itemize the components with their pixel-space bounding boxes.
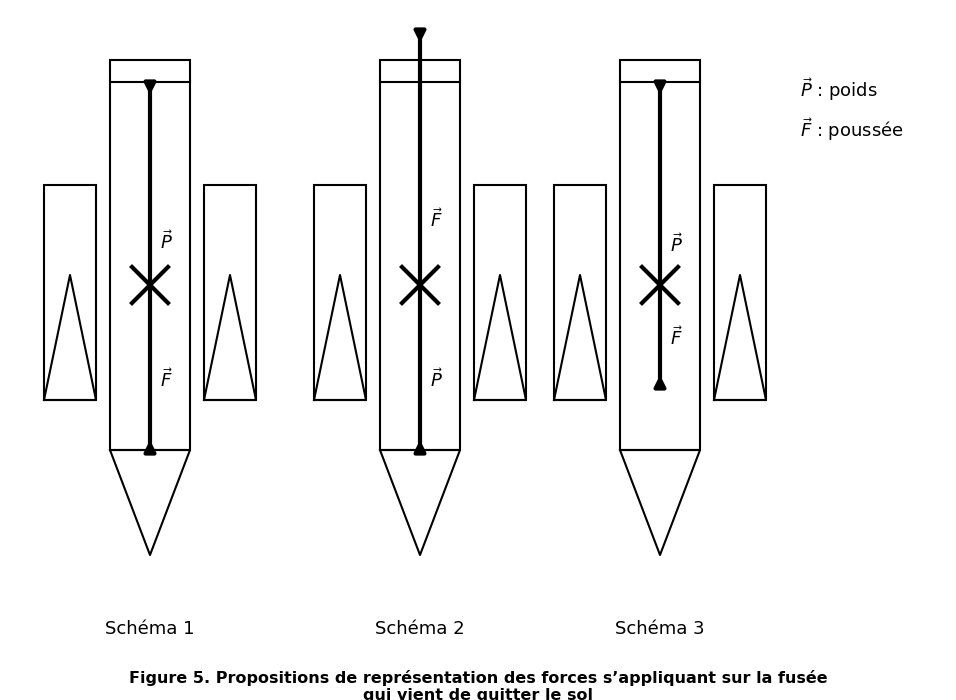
Bar bbox=[714, 185, 766, 400]
Text: $\vec{F}$: $\vec{F}$ bbox=[670, 327, 683, 349]
Text: $\vec{F}$: $\vec{F}$ bbox=[430, 209, 443, 232]
Bar bbox=[204, 185, 256, 400]
Bar bbox=[380, 60, 460, 82]
Bar bbox=[620, 60, 700, 82]
Bar bbox=[110, 60, 190, 82]
Text: $\vec{P}$: $\vec{P}$ bbox=[160, 230, 173, 253]
Text: Schéma 1: Schéma 1 bbox=[105, 620, 195, 638]
Bar bbox=[380, 80, 460, 450]
Bar bbox=[620, 80, 700, 450]
Text: Schéma 2: Schéma 2 bbox=[375, 620, 465, 638]
Bar bbox=[110, 80, 190, 450]
Text: Figure 5. Propositions de représentation des forces s’appliquant sur la fusée
qu: Figure 5. Propositions de représentation… bbox=[129, 670, 827, 700]
Text: $\vec{P}$: $\vec{P}$ bbox=[430, 369, 443, 391]
Bar bbox=[474, 185, 526, 400]
Bar bbox=[314, 185, 366, 400]
Text: Schéma 3: Schéma 3 bbox=[616, 620, 705, 638]
Text: $\vec{P}$ : poids: $\vec{P}$ : poids bbox=[800, 76, 878, 104]
Bar bbox=[44, 185, 96, 400]
Text: $\vec{F}$: $\vec{F}$ bbox=[160, 369, 173, 391]
Bar bbox=[554, 185, 606, 400]
Text: $\vec{P}$: $\vec{P}$ bbox=[670, 234, 683, 256]
Text: $\vec{F}$ : poussée: $\vec{F}$ : poussée bbox=[800, 117, 903, 144]
